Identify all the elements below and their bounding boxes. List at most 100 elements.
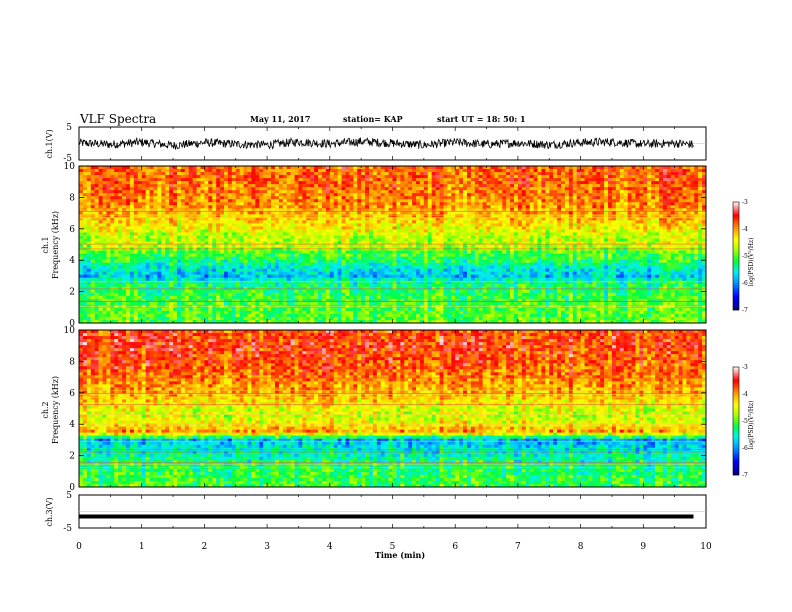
spec-cell: [259, 166, 264, 170]
spec-cell: [243, 244, 248, 248]
spec-cell: [110, 175, 115, 179]
spec-cell: [149, 172, 154, 176]
spec-cell: [513, 235, 519, 239]
spec-cell: [674, 238, 679, 242]
spec-cell: [459, 238, 464, 242]
spec-cell: [247, 223, 252, 227]
spec-cell: [278, 256, 284, 260]
spec-cell: [690, 217, 695, 221]
spec-cell: [290, 175, 295, 179]
spec-cell: [490, 193, 495, 197]
spec-cell: [635, 256, 640, 260]
spec-cell: [423, 214, 429, 218]
spec-cell: [694, 220, 699, 224]
spec-cell: [588, 214, 593, 218]
spec-cell: [216, 202, 221, 206]
spec-cell: [259, 232, 264, 236]
spec-cell: [286, 232, 291, 236]
spec-cell: [608, 199, 613, 203]
spec-cell: [584, 235, 589, 239]
spec-cell: [341, 214, 346, 218]
spec-cell: [588, 181, 593, 185]
spec-cell: [655, 175, 660, 179]
spec-cell: [251, 175, 256, 179]
spec-cell: [678, 175, 683, 179]
spec-cell: [118, 196, 123, 200]
spec-cell: [459, 214, 464, 218]
spec-cell: [282, 175, 287, 179]
spec-cell: [690, 220, 695, 224]
spec-cell: [227, 166, 233, 170]
spec-cell: [235, 181, 240, 185]
spec-cell: [361, 220, 366, 224]
spec-cell: [231, 196, 237, 200]
spec-cell: [79, 199, 84, 203]
spec-cell: [459, 178, 464, 182]
spec-cell: [541, 181, 546, 185]
spec-cell: [325, 211, 331, 215]
spec-cell: [561, 223, 566, 227]
spec-cell: [682, 175, 687, 179]
spec-cell: [290, 241, 295, 245]
spec-cell: [435, 232, 440, 236]
spec-cell: [674, 181, 679, 185]
spec-cell: [662, 223, 668, 227]
spec-cell: [584, 193, 589, 197]
spec-cell: [157, 253, 162, 257]
spec-cell: [192, 175, 197, 179]
spec-cell: [400, 172, 405, 176]
spec-cell: [404, 223, 409, 227]
spec-cell: [208, 193, 213, 197]
spec-cell: [204, 196, 209, 200]
spec-cell: [510, 223, 515, 227]
spec-cell: [361, 169, 366, 173]
spec-cell: [674, 184, 679, 188]
spec-cell: [161, 199, 166, 203]
spec-cell: [274, 226, 280, 230]
spec-cell: [553, 205, 558, 209]
spec-cell: [682, 184, 687, 188]
spec-cell: [196, 181, 201, 185]
spec-cell: [235, 226, 240, 230]
spec-cell: [208, 217, 213, 221]
spec-cell: [286, 238, 291, 242]
spec-cell: [490, 187, 495, 191]
spec-cell: [463, 175, 468, 179]
spec-cell: [82, 214, 88, 218]
spec-cell: [251, 184, 256, 188]
spec-cell: [639, 238, 644, 242]
spec-cell: [384, 253, 389, 257]
spec-cell: [666, 178, 672, 182]
spec-cell: [412, 235, 417, 239]
spec-cell: [470, 223, 476, 227]
spec-cell: [498, 193, 503, 197]
spec-cell: [106, 226, 111, 230]
spec-cell: [463, 205, 468, 209]
spec-cell: [423, 205, 429, 209]
spec-cell: [388, 214, 393, 218]
spec-cell: [263, 229, 268, 233]
spec-cell: [114, 181, 119, 185]
spec-cell: [643, 178, 648, 182]
spec-cell: [263, 235, 268, 239]
spec-cell: [333, 235, 338, 239]
spec-cell: [490, 199, 495, 203]
spec-cell: [482, 169, 487, 173]
spec-cell: [212, 178, 217, 182]
spec-cell: [153, 256, 158, 260]
spec-cell: [145, 214, 150, 218]
spec-cell: [223, 229, 229, 233]
spec-cell: [365, 211, 370, 215]
spec-cell: [459, 250, 464, 254]
spec-cell: [110, 193, 115, 197]
spec-cell: [553, 199, 558, 203]
spec-cell: [126, 196, 131, 200]
spec-cell: [294, 232, 299, 236]
spec-cell: [212, 235, 217, 239]
spec-cell: [576, 193, 581, 197]
spec-cell: [129, 235, 135, 239]
spec-cell: [129, 172, 135, 176]
spec-cell: [576, 232, 581, 236]
spec-cell: [549, 181, 554, 185]
spec-cell: [204, 205, 209, 209]
